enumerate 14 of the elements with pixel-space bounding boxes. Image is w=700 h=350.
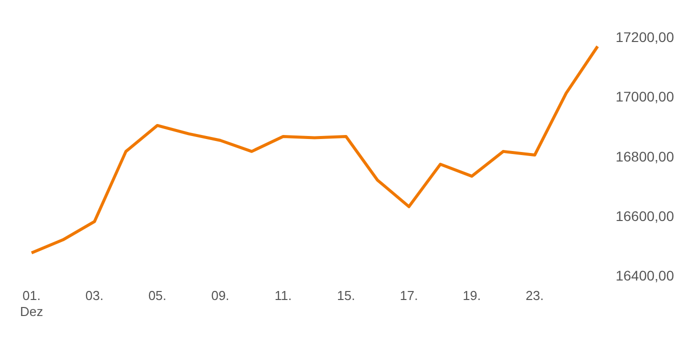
x-tick-label: 09.: [211, 288, 230, 304]
y-tick-label: 16400,00: [616, 268, 674, 284]
x-tick-label: 05.: [148, 288, 166, 304]
x-tick-label: 03.: [85, 288, 104, 304]
x-tick-label: 23.: [526, 288, 544, 304]
x-tick-label: 01. Dez: [20, 288, 44, 319]
x-tick-label: 11.: [274, 288, 292, 304]
x-tick-label: 19.: [462, 288, 481, 304]
y-tick-label: 16800,00: [616, 148, 674, 164]
x-tick-label: 17.: [400, 288, 418, 304]
y-tick-label: 16600,00: [616, 208, 674, 224]
x-tick-label: 15.: [336, 288, 356, 304]
y-tick-label: 17200,00: [616, 28, 674, 45]
y-tick-label: 17000,00: [616, 88, 674, 105]
